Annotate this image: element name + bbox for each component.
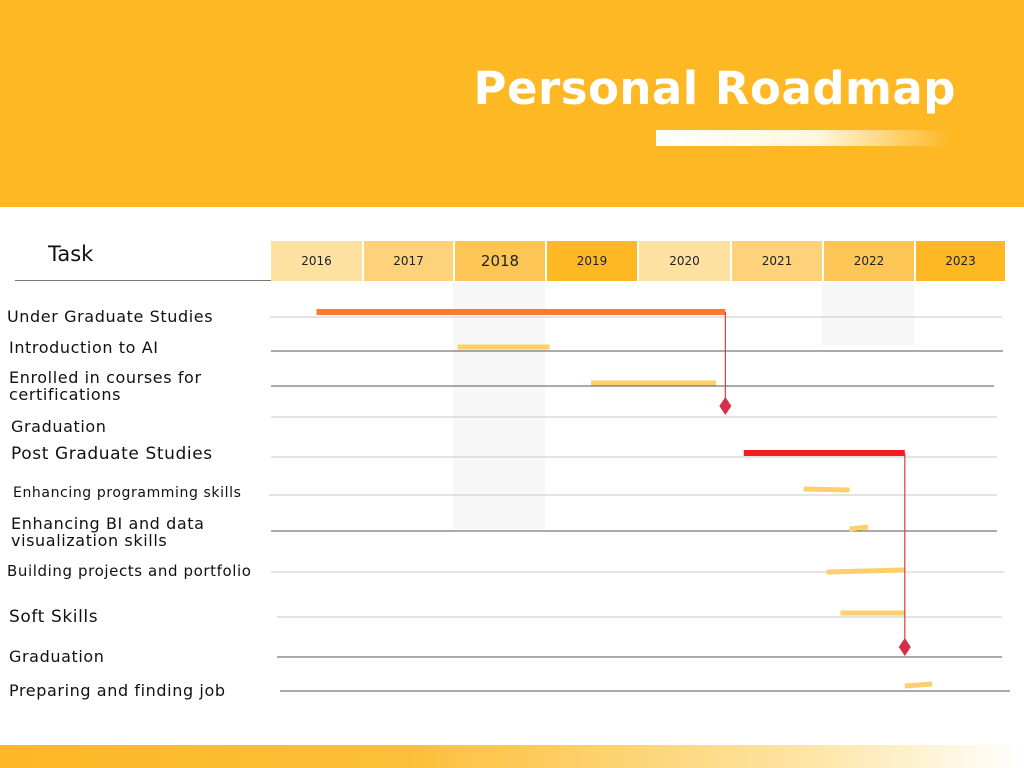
year-header-2022: 2022 [822,241,914,281]
footer-band [0,745,1024,768]
task-label: Graduation [11,417,107,436]
highlight-column-2022 [822,282,914,345]
year-header-2016: 2016 [271,241,362,281]
year-header-2019: 2019 [545,241,637,281]
milestone-diamond [719,397,732,415]
task-label: Under Graduate Studies [7,307,214,326]
year-header-2017: 2017 [362,241,453,281]
task-label: Graduation [9,647,105,666]
header-banner: Personal Roadmap [0,0,1024,207]
task-label: Soft Skills [9,607,99,627]
title-underline [656,130,950,146]
task-bar [904,681,933,689]
task-label: Post Graduate Studies [11,444,213,464]
task-label: Enhancing programming skills [13,485,242,501]
highlight-column-2018 [453,282,545,529]
year-header-2023: 2023 [914,241,1005,281]
year-header-2018: 2018 [453,241,545,281]
page-title: Personal Roadmap [473,62,956,115]
task-label: Building projects and portfolio [7,562,252,580]
task-label: Enhancing BI and data visualization skill… [11,514,205,550]
task-label: Introduction to AI [9,338,159,357]
milestone-diamond [898,638,911,656]
year-header-2021: 2021 [730,241,822,281]
task-label: Preparing and finding job [9,681,226,700]
task-column-heading: Task [48,242,94,266]
task-label: Enrolled in courses for certifications [9,368,202,404]
year-header-2020: 2020 [637,241,730,281]
task-bar [826,567,905,575]
task-bar [803,486,850,493]
task-bar [849,524,869,532]
